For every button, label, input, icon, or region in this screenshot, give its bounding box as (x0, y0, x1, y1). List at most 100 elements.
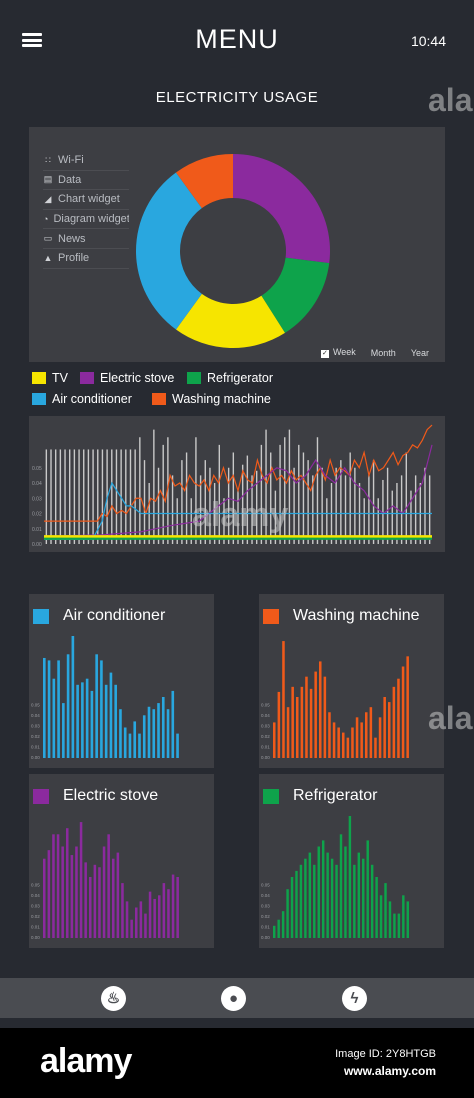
period-week[interactable]: ✓ Week (320, 347, 356, 358)
bar (171, 690, 175, 758)
flame-icon[interactable]: ♨ (101, 986, 126, 1011)
panel-swatch (33, 788, 49, 804)
y-tick-label: 0.03 (32, 496, 42, 502)
bar (158, 895, 161, 938)
period-selector: ✓ Week Month Year (320, 347, 429, 358)
side-menu-item[interactable]: ◢ Chart widget (43, 190, 129, 210)
legend-label: TV (52, 371, 68, 385)
bar (98, 867, 101, 938)
side-menu-item[interactable]: ∷ Wi-Fi (43, 151, 129, 171)
panel-swatch (263, 608, 279, 624)
bar (346, 737, 350, 758)
bar (47, 850, 51, 938)
usage-donut-chart (135, 154, 330, 348)
person-icon: ▲ (43, 253, 53, 264)
bar (401, 666, 405, 758)
bar (304, 858, 307, 938)
checkbox-icon[interactable]: ✓ (320, 350, 329, 358)
lightning-icon[interactable]: ϟ (342, 986, 367, 1011)
y-tick-label: 0.01 (31, 925, 40, 930)
bar (326, 852, 329, 938)
y-tick-label: 0.00 (31, 935, 40, 940)
bar (342, 732, 345, 758)
side-menu-item[interactable]: ▤ Data (43, 171, 129, 191)
bar (393, 913, 396, 938)
y-tick-label: 0.02 (261, 914, 270, 919)
bar (273, 722, 276, 758)
bar (291, 686, 294, 758)
bar (309, 688, 313, 758)
bar (107, 834, 110, 938)
usage-line-panel: 0.00 0.01 0.02 0.03 0.04 0.05 (29, 416, 445, 552)
bar (142, 715, 146, 758)
page-title: MENU (195, 24, 279, 54)
bar (369, 707, 373, 758)
chart-icon: ◢ (44, 193, 52, 204)
side-menu-label: Wi-Fi (58, 154, 84, 167)
donut-slice (175, 154, 233, 209)
side-menu-label: Profile (58, 252, 90, 265)
bar (144, 913, 147, 938)
bar (392, 686, 396, 758)
bar (277, 919, 280, 938)
bottom-nav: ♨ ● ϟ (0, 978, 474, 1018)
bar (344, 846, 347, 938)
bar (365, 712, 368, 758)
bar (109, 672, 113, 758)
y-tick-label: 0.01 (261, 745, 270, 750)
y-tick-label: 0.05 (31, 883, 40, 888)
bar (104, 684, 108, 758)
database-icon: ▤ (43, 174, 53, 185)
bar (171, 874, 175, 938)
bar (355, 717, 359, 758)
bar (375, 877, 378, 938)
bar (360, 722, 363, 758)
period-month[interactable]: Month (370, 347, 396, 358)
side-menu-item[interactable]: ▭ News (43, 229, 129, 249)
bar (114, 684, 117, 758)
legend-label: Refrigerator (207, 371, 273, 385)
bar (335, 864, 338, 938)
donut-slice (261, 257, 330, 333)
bar (313, 864, 316, 938)
bar (157, 703, 160, 758)
side-menu-item[interactable]: ◔ Diagram widget (43, 210, 129, 230)
usage-overview-panel: ∷ Wi-Fi ▤ Data ◢ Chart widget ◔ Diagram widget ▭… (29, 127, 445, 362)
y-tick-label: 0.00 (32, 542, 42, 548)
series-line (44, 481, 432, 541)
bar (125, 901, 129, 938)
bar (167, 889, 170, 938)
y-tick-label: 0.05 (261, 883, 270, 888)
y-tick-label: 0.00 (261, 935, 270, 940)
y-tick-label: 0.00 (261, 755, 270, 760)
bar (176, 733, 179, 758)
bar (119, 709, 122, 758)
bar (378, 717, 382, 758)
y-tick-label: 0.02 (31, 914, 40, 919)
donut-slice (175, 293, 285, 348)
bar (353, 864, 356, 938)
bar (317, 846, 320, 938)
hamburger-menu-icon[interactable] (22, 33, 42, 47)
bar (339, 834, 343, 938)
bar (139, 901, 143, 938)
y-tick-label: 0.02 (32, 512, 42, 518)
period-year[interactable]: Year (410, 347, 429, 358)
bar (152, 709, 156, 758)
watermark: alamy (428, 82, 474, 118)
y-tick-label: 0.04 (31, 893, 40, 898)
bar (328, 712, 331, 758)
y-tick-label: 0.03 (261, 904, 270, 909)
bar (52, 834, 55, 938)
side-menu-item[interactable]: ▲ Profile (43, 249, 129, 269)
bar (323, 676, 327, 758)
panel-title: Washing machine (263, 607, 420, 625)
legend-label: Electric stove (100, 371, 175, 385)
y-tick-label: 0.04 (32, 481, 42, 487)
bar (133, 721, 137, 758)
chat-icon: ▭ (43, 233, 53, 244)
bar (56, 834, 60, 938)
refrigerator-panel: Refrigerator 0.00 0.01 0.02 0.03 0.04 0.05 (259, 774, 444, 948)
water-drop-icon[interactable]: ● (221, 986, 246, 1011)
legend-item: Air conditioner (32, 392, 132, 406)
